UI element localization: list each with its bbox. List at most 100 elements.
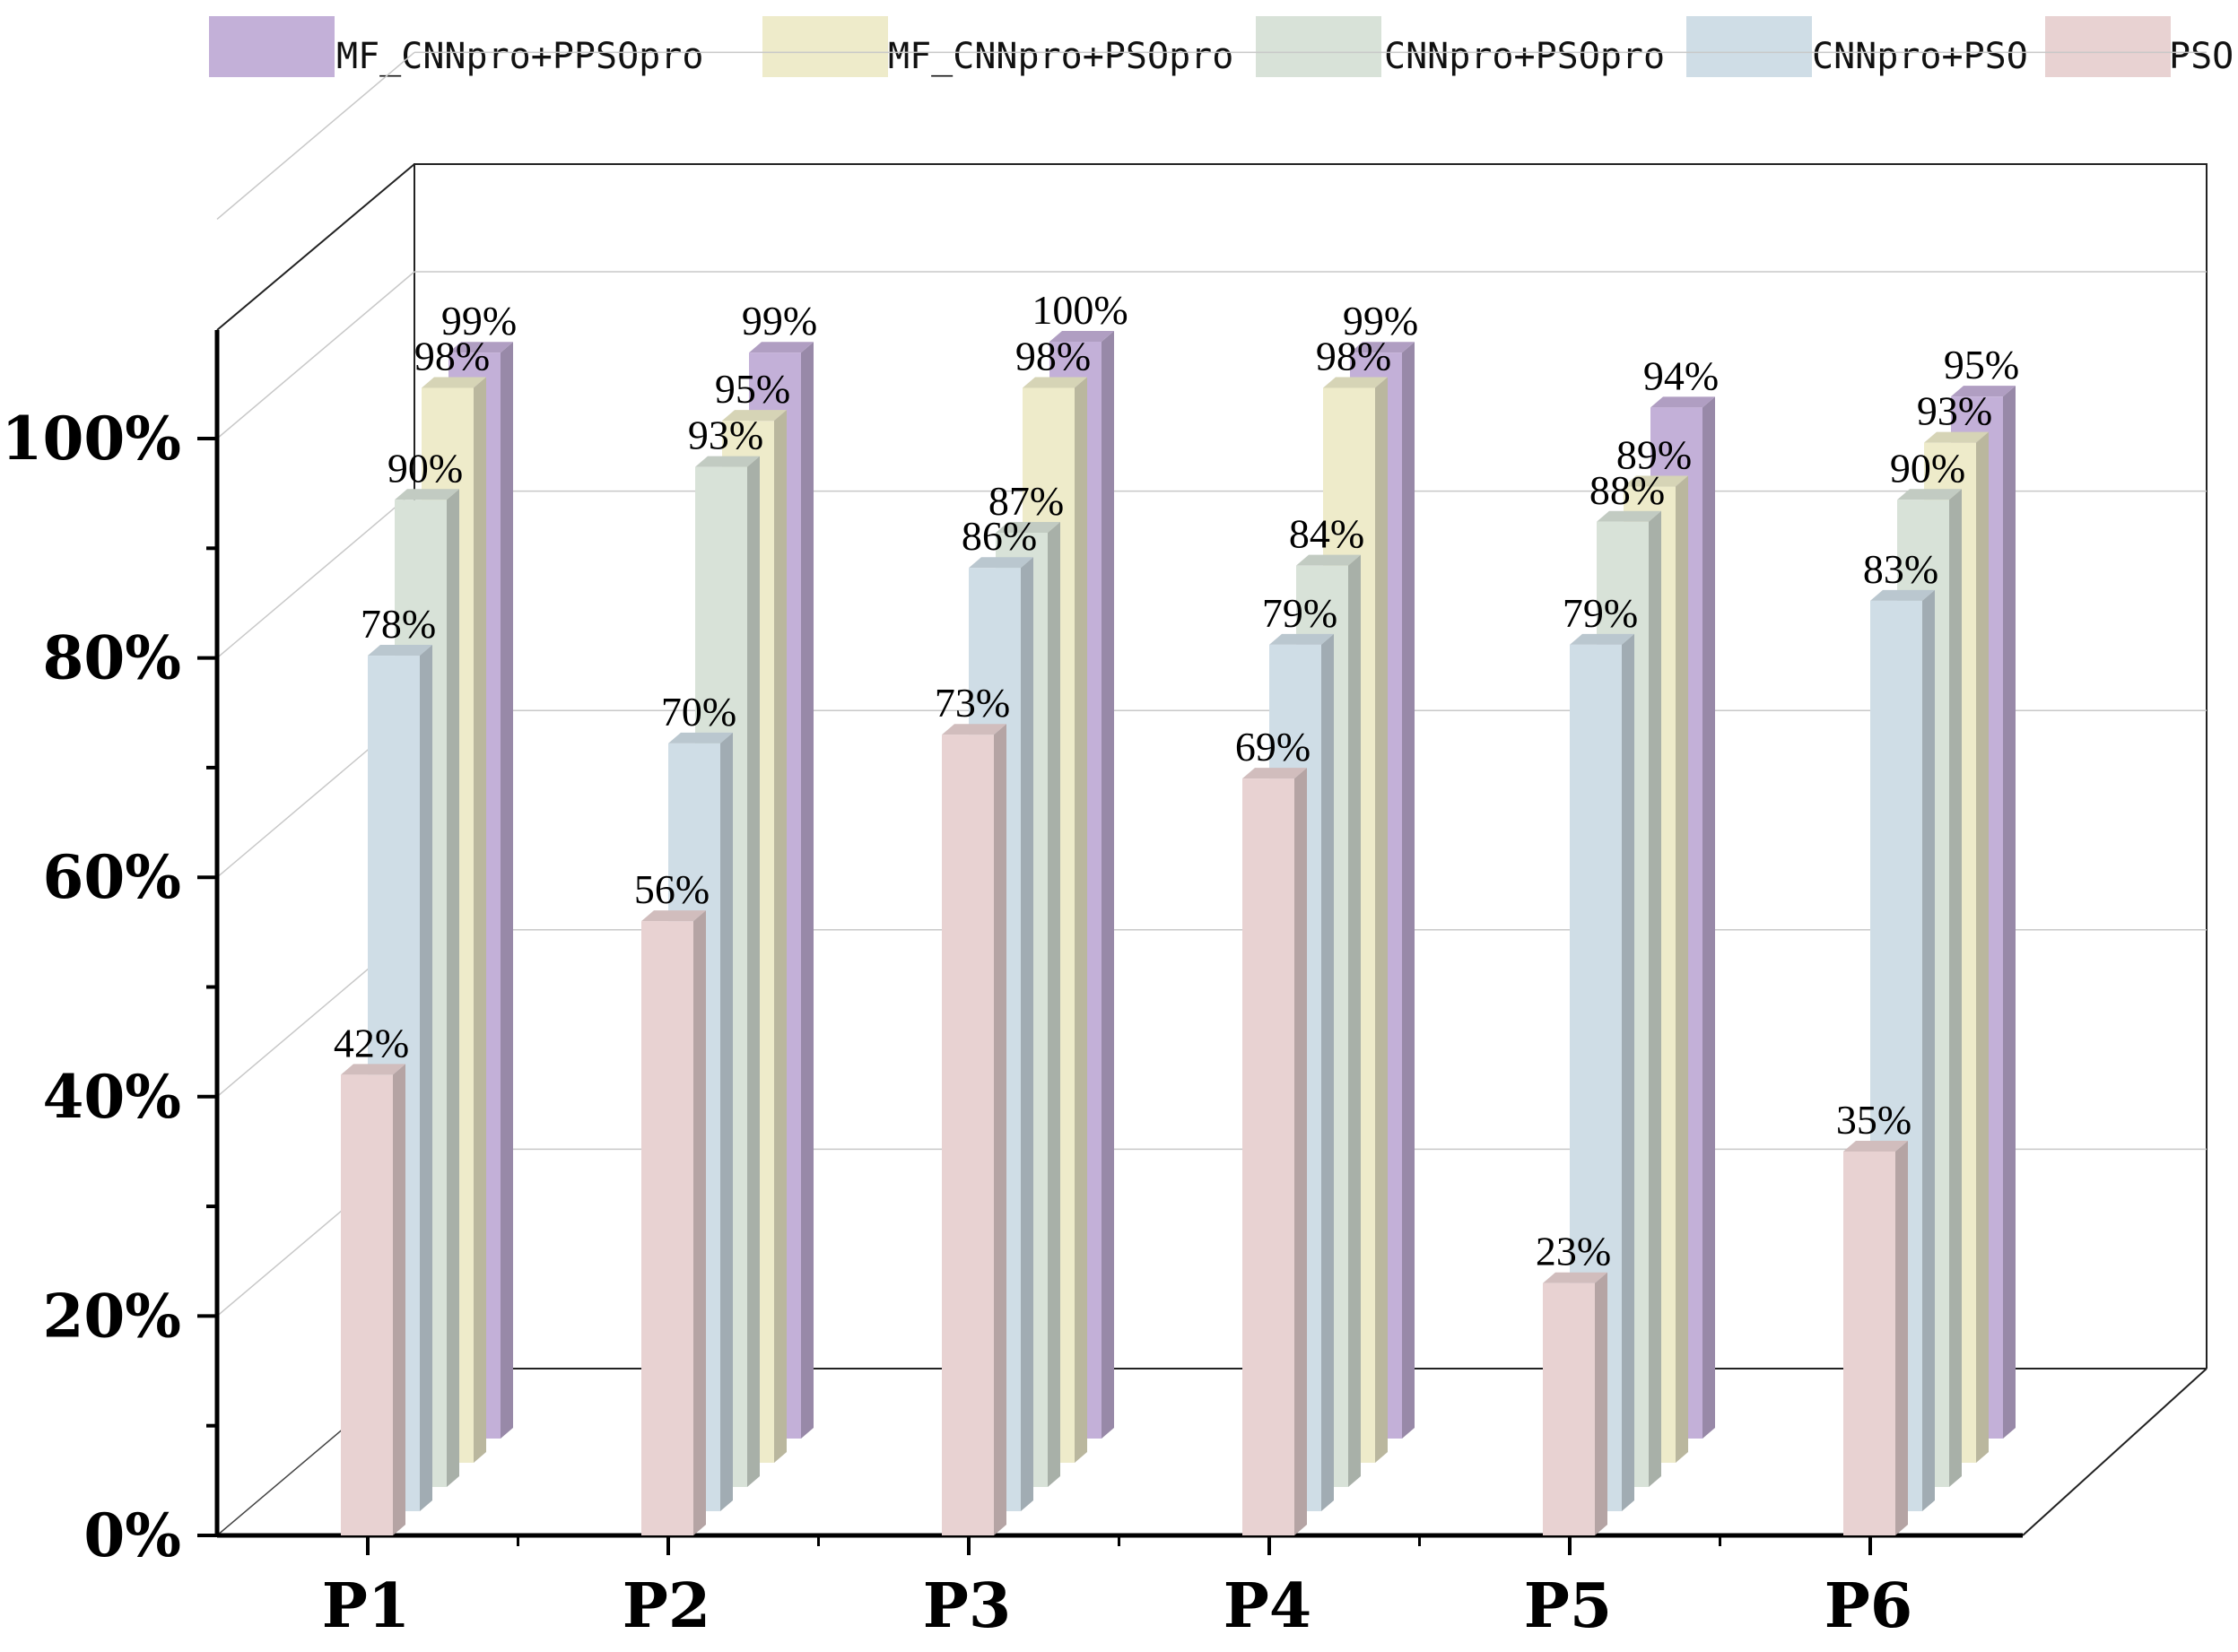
y-tick-label-40: 40% [42,1062,181,1132]
bar-side-P2-CNNpro-PSOpro [747,456,760,1487]
legend-swatch-3 [1256,16,1381,77]
bar-top-P1-CNNpro-PSOpro [395,489,459,500]
bar-top-P6-MF-CNNpro-PPSOpro [1951,386,2016,397]
bar-side-P3-MF-CNNpro-PPSOpro [1102,331,1114,1439]
gridline-side-80 [216,491,415,659]
data-label-P1-PSO: 42% [334,1020,409,1065]
bar-top-P3-CNNpro-PSO [969,557,1033,569]
bar-top-P4-MF-CNNpro-PSOpro [1323,377,1388,388]
legend-label-3: CNNpro+PSOpro [1384,36,1665,77]
x-tick-label-P6: P6 [1824,1570,1912,1642]
bar-side-P1-CNNpro-PSO [420,645,432,1511]
data-label-P3-PSO: 73% [935,680,1010,726]
bar-side-P4-MF-CNNpro-PSOpro [1375,377,1388,1464]
data-label-P3-CNNpro-PSOpro: 87% [988,478,1064,524]
legend-label-2: MF_CNNpro+PSOpro [888,36,1233,77]
bar-side-P3-CNNpro-PSOpro [1048,521,1060,1487]
data-label-P6-PSO: 35% [1836,1097,1911,1143]
bar-top-P2-PSO [641,910,706,922]
chart-root: MF_CNNpro+PPSOpro MF_CNNpro+PSOpro CNNpro+… [2,16,2234,1642]
legend-label-4: CNNpro+PSO [1812,36,2028,77]
bar-side-P4-CNNpro-PSOpro [1348,554,1361,1488]
bar-P1-PSO [341,1074,393,1535]
bar-side-P1-MF-CNNpro-PSOpro [474,377,486,1464]
bar-P3-PSO [942,735,994,1535]
bar-side-P6-CNNpro-PSOpro [1949,489,1962,1487]
bar-side-P3-MF-CNNpro-PSOpro [1075,377,1087,1464]
bar-top-P5-MF-CNNpro-PPSOpro [1650,396,1715,408]
bar-top-P6-CNNpro-PSO [1870,589,1935,601]
x-tick-label-P5: P5 [1524,1570,1612,1642]
bar-side-P6-PSO [1895,1140,1908,1535]
bar-top-P5-PSO [1543,1272,1607,1283]
data-label-P4-MF-CNNpro-PPSOpro: 99% [1343,298,1418,343]
bar-top-P5-MF-CNNpro-PSOpro [1624,475,1688,487]
bar-top-P6-PSO [1843,1140,1908,1152]
bar-top-P1-PSO [341,1064,405,1075]
data-label-P2-MF-CNNpro-PPSOpro: 99% [742,298,817,343]
gridline-side-100 [216,271,415,439]
bar-side-P5-MF-CNNpro-PPSOpro [1702,396,1715,1439]
data-label-P5-MF-CNNpro-PSOpro: 89% [1616,432,1692,478]
data-label-P2-CNNpro-PSO: 70% [661,689,736,735]
bar-P2-PSO [641,921,693,1535]
bar-top-P4-CNNpro-PSO [1269,633,1334,645]
data-label-P6-MF-CNNpro-PSOpro: 93% [1917,388,1992,434]
bar-top-P4-MF-CNNpro-PPSOpro [1350,342,1415,353]
legend-label-5: PSO [2169,36,2234,77]
bar-top-P5-CNNpro-PSO [1570,633,1634,645]
bar-P4-PSO [1242,778,1294,1535]
bar-side-P5-CNNpro-PSO [1622,633,1634,1511]
y-tick-label-0: 0% [83,1500,181,1570]
bar-P5-PSO [1543,1282,1595,1535]
bar-top-P3-MF-CNNpro-PPSOpro [1049,331,1114,342]
data-label-P4-CNNpro-PSO: 79% [1262,590,1337,636]
data-label-P5-PSO: 23% [1536,1229,1611,1274]
bar-side-P2-CNNpro-PSO [720,732,733,1511]
x-tick-label-P2: P2 [623,1570,710,1642]
bar-side-P4-PSO [1294,768,1307,1535]
data-label-P3-MF-CNNpro-PPSOpro: 100% [1032,287,1128,333]
y-tick-label-100: 100% [2,404,181,474]
x-tick-label-P1: P1 [322,1570,410,1642]
legend-label-1: MF_CNNpro+PPSOpro [336,36,703,77]
data-label-P1-MF-CNNpro-PPSOpro: 99% [441,298,517,343]
bar-side-P2-MF-CNNpro-PSOpro [774,410,787,1463]
bar-top-P2-MF-CNNpro-PSOpro [722,410,787,422]
wall-top-left-edge [216,163,415,331]
data-label-P6-CNNpro-PSOpro: 90% [1890,445,1965,491]
bars [341,331,2016,1535]
y-axis: 0% 20% 40% 60% 80% 100% [2,330,220,1570]
bar-side-P5-CNNpro-PSOpro [1649,510,1661,1487]
data-labels: 99% 99% 100% 99% 94% 95% 98% 95% 98% 98% 89% 93% 90%… [334,287,2019,1274]
legend: MF_CNNpro+PPSOpro MF_CNNpro+PSOpro CNNpro+… [209,16,2234,77]
bar-top-P4-CNNpro-PSOpro [1296,554,1361,566]
bar-top-P6-CNNpro-PSOpro [1897,489,1962,500]
bar-side-P1-MF-CNNpro-PPSOpro [501,342,513,1439]
bar-side-P4-MF-CNNpro-PPSOpro [1402,342,1415,1439]
bar-side-P2-MF-CNNpro-PPSOpro [801,342,814,1439]
data-label-P4-MF-CNNpro-PSOpro: 98% [1316,333,1391,378]
y-tick-label-20: 20% [42,1281,181,1351]
legend-swatch-1 [209,16,335,77]
x-axis: P1 P2 P3 P4 P5 P6 [217,1533,2023,1642]
bar-top-P2-CNNpro-PSOpro [695,456,760,467]
legend-swatch-2 [762,16,888,77]
x-tick-label-P3: P3 [923,1570,1011,1642]
floor-right-edge [2022,1368,2208,1536]
gridline-side-120 [216,51,415,220]
y-tick-label-60: 60% [42,842,181,912]
data-label-P2-MF-CNNpro-PSOpro: 95% [715,366,790,412]
bar-top-P2-CNNpro-PSO [668,732,733,743]
data-label-P1-MF-CNNpro-PSOpro: 98% [414,333,490,378]
bar-top-P6-MF-CNNpro-PSOpro [1924,431,1989,443]
bar-side-P4-CNNpro-PSO [1321,633,1334,1511]
bar-side-P5-MF-CNNpro-PSOpro [1676,475,1688,1463]
data-label-P6-CNNpro-PSO: 83% [1863,546,1938,592]
bar-side-P5-PSO [1595,1272,1607,1535]
legend-swatch-4 [1686,16,1812,77]
bar-top-P1-CNNpro-PSO [368,645,432,656]
data-label-P2-PSO: 56% [634,866,710,912]
bar-top-P3-PSO [942,724,1006,735]
